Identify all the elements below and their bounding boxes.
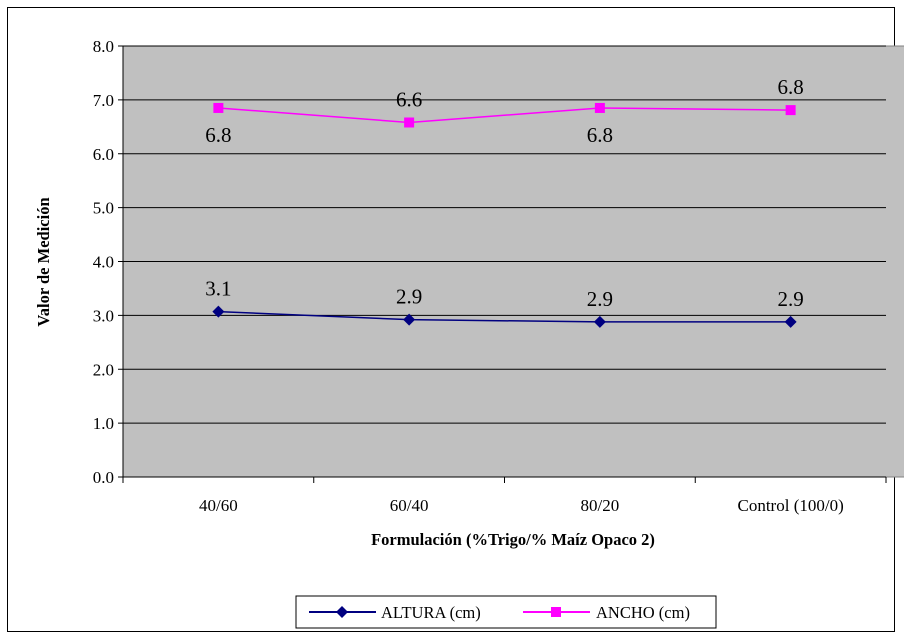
- ancho-point: [594, 102, 605, 113]
- ancho-data-label: 6.8: [205, 123, 231, 147]
- x-tick-label: 60/40: [390, 496, 429, 515]
- ancho-point: [213, 102, 224, 113]
- x-tick-label: 80/20: [581, 496, 620, 515]
- x-tick-label: 40/60: [199, 496, 238, 515]
- y-axis-title: Valor de Medición: [34, 197, 53, 326]
- y-tick-label: 2.0: [93, 360, 114, 379]
- series-group: [212, 102, 797, 328]
- gridlines: [123, 45, 886, 424]
- altura-data-label: 2.9: [587, 287, 613, 311]
- x-tick-labels: 40/60 60/40 80/20 Control (100/0): [199, 496, 844, 515]
- altura-point: [403, 313, 416, 326]
- y-tick-label: 1.0: [93, 414, 114, 433]
- ancho-data-label: 6.8: [587, 123, 613, 147]
- y-tick-label: 8.0: [93, 37, 114, 56]
- legend-altura-label: ALTURA (cm): [381, 603, 481, 622]
- altura-point: [593, 315, 606, 328]
- ancho-data-label: 6.8: [778, 75, 804, 99]
- y-tick-label: 6.0: [93, 145, 114, 164]
- x-tick-label: Control (100/0): [738, 496, 844, 515]
- ancho-point: [404, 117, 415, 128]
- series-line-altura: [218, 310, 791, 323]
- data-labels: 3.1 2.9 2.9 2.9 6.8 6.6 6.8 6.8: [205, 75, 804, 311]
- legend-altura-marker: [336, 606, 348, 618]
- y-tick-label: 7.0: [93, 91, 114, 110]
- altura-data-label: 3.1: [205, 277, 231, 301]
- y-tick-label: 4.0: [93, 253, 114, 272]
- y-tick-label: 0.0: [93, 468, 114, 487]
- altura-point: [212, 305, 225, 318]
- legend-ancho-marker: [551, 607, 561, 617]
- x-axis-title: Formulación (%Trigo/% Maíz Opaco 2): [371, 530, 655, 549]
- series-line-ancho: [218, 107, 791, 124]
- axes: [118, 45, 887, 483]
- altura-point: [784, 315, 797, 328]
- ancho-data-label: 6.6: [396, 88, 422, 112]
- y-tick-labels: 0.0 1.0 2.0 3.0 4.0 5.0 6.0 7.0 8.0: [93, 37, 114, 487]
- legend: ALTURA (cm) ANCHO (cm): [295, 595, 717, 629]
- y-tick-label: 5.0: [93, 199, 114, 218]
- ancho-point: [785, 105, 796, 116]
- altura-data-label: 2.9: [778, 287, 804, 311]
- y-tick-label: 3.0: [93, 306, 114, 325]
- altura-data-label: 2.9: [396, 285, 422, 309]
- legend-ancho-label: ANCHO (cm): [596, 603, 690, 622]
